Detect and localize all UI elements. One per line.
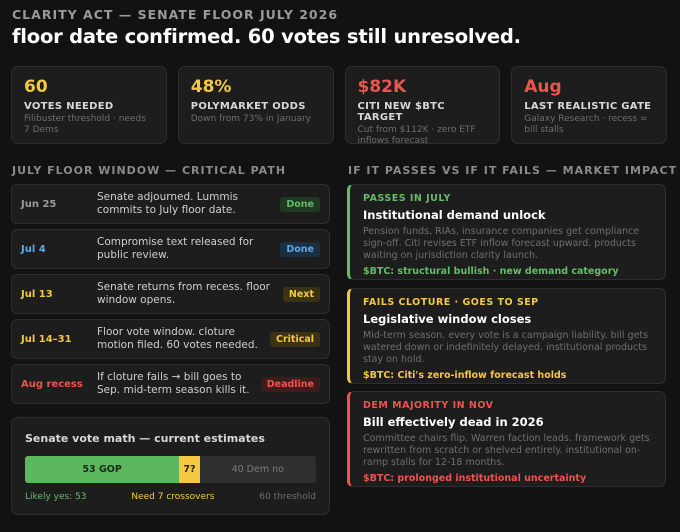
timeline-date: Jul 14–31 bbox=[21, 333, 72, 345]
timeline-text: Senate returns from recess. floor window… bbox=[97, 281, 270, 306]
status-badge: Done bbox=[280, 196, 320, 212]
stat-value: Aug bbox=[524, 77, 562, 97]
page-title: floor date confirmed. 60 votes still unr… bbox=[12, 25, 521, 48]
vote-math-title: Senate vote math — current estimates bbox=[25, 432, 265, 445]
threshold-label: 60 threshold bbox=[259, 492, 316, 502]
timeline-row: Jul 4 Compromise text released for publi… bbox=[11, 229, 330, 269]
vote-bar: 53 GOP 7? 40 Dem no bbox=[25, 456, 316, 483]
timeline-title: JULY FLOOR WINDOW — CRITICAL PATH bbox=[12, 164, 287, 177]
timeline-date: Jul 4 bbox=[21, 243, 46, 255]
vote-bar-gop-segment: 53 GOP bbox=[25, 456, 180, 483]
status-badge: Deadline bbox=[260, 376, 320, 392]
vote-bar-dem-segment: 40 Dem no bbox=[199, 456, 316, 483]
impact-btc-note: $BTC: structural bullish · new demand ca… bbox=[363, 266, 619, 277]
vote-math-panel: Senate vote math — current estimates 53 … bbox=[11, 417, 330, 515]
impact-heading: Bill effectively dead in 2026 bbox=[363, 415, 544, 429]
stat-card-target: $82K CITI NEW $BTC TARGET Cut from $112K… bbox=[344, 66, 501, 146]
impact-body: Committee chairs flip. Warren faction le… bbox=[363, 433, 650, 468]
timeline-text: Senate adjourned. Lummis commits to July… bbox=[97, 191, 238, 216]
impact-card-dem-majority: DEM MAJORITY IN NOV Bill effectively dea… bbox=[347, 391, 666, 487]
stat-card-gate: Aug LAST REALISTIC GATE Galaxy Research … bbox=[511, 66, 667, 144]
likely-yes-label: Likely yes: 53 bbox=[25, 492, 87, 502]
timeline-row: Jul 14–31 Floor vote window. cloture mot… bbox=[11, 319, 330, 359]
stat-sub: Down from 73% in January bbox=[190, 114, 311, 124]
timeline-row: Jun 25 Senate adjourned. Lummis commits … bbox=[11, 184, 330, 224]
timeline-text: If cloture fails → bill goes to Sep. mid… bbox=[97, 371, 250, 396]
stat-value: 60 bbox=[24, 77, 48, 97]
stat-value: $82K bbox=[357, 77, 407, 97]
stat-sub: Galaxy Research · recess = bill stalls bbox=[524, 114, 648, 135]
stat-label: LAST REALISTIC GATE bbox=[524, 101, 652, 112]
status-badge: Done bbox=[280, 241, 320, 257]
impact-title: IF IT PASSES VS IF IT FAILS — MARKET IMP… bbox=[348, 164, 678, 177]
vote-footer: Likely yes: 53 Need 7 crossovers 60 thre… bbox=[25, 492, 316, 502]
status-badge: Next bbox=[282, 286, 320, 302]
stat-card-odds: 48% POLYMARKET ODDS Down from 73% in Jan… bbox=[177, 66, 334, 144]
stats-row: 60 VOTES NEEDED Filibuster threshold · n… bbox=[11, 66, 667, 146]
stat-sub: Filibuster threshold · needs 7 Dems bbox=[24, 114, 146, 135]
impact-body: Mid-term season. every vote is a campaig… bbox=[363, 330, 649, 365]
impact-btc-note: $BTC: Citi's zero-inflow forecast holds bbox=[363, 370, 567, 381]
impact-heading: Legislative window closes bbox=[363, 312, 532, 326]
status-badge: Critical bbox=[269, 331, 320, 347]
timeline-text: Compromise text released for public revi… bbox=[97, 236, 254, 261]
impact-tag: FAILS CLOTURE · GOES TO SEP bbox=[363, 297, 539, 308]
timeline-text: Floor vote window. cloture motion filed.… bbox=[97, 326, 258, 351]
impact-card-fail: FAILS CLOTURE · GOES TO SEP Legislative … bbox=[347, 288, 666, 384]
stat-card-votes: 60 VOTES NEEDED Filibuster threshold · n… bbox=[11, 66, 167, 144]
timeline: Jun 25 Senate adjourned. Lummis commits … bbox=[11, 184, 330, 409]
stat-label: VOTES NEEDED bbox=[24, 101, 114, 112]
impact-card-pass: PASSES IN JULY Institutional demand unlo… bbox=[347, 184, 666, 280]
impact-tag: PASSES IN JULY bbox=[363, 193, 451, 204]
timeline-date: Jul 13 bbox=[21, 288, 53, 300]
stat-label: CITI NEW $BTC TARGET bbox=[357, 101, 445, 123]
timeline-row: Jul 13 Senate returns from recess. floor… bbox=[11, 274, 330, 314]
kicker: CLARITY ACT — SENATE FLOOR JULY 2026 bbox=[12, 7, 339, 22]
impact-tag: DEM MAJORITY IN NOV bbox=[363, 400, 494, 411]
impact-body: Pension funds, RIAs, insurance companies… bbox=[363, 226, 640, 261]
timeline-date: Jun 25 bbox=[21, 198, 57, 210]
stat-label: POLYMARKET ODDS bbox=[190, 101, 306, 112]
need-crossovers-label: Need 7 crossovers bbox=[131, 492, 215, 502]
impact-btc-note: $BTC: prolonged institutional uncertaint… bbox=[363, 473, 587, 484]
vote-bar-swing-segment: 7? bbox=[179, 456, 200, 483]
stat-sub: Cut from $112K · zero ETF inflows foreca… bbox=[357, 125, 476, 146]
stat-value: 48% bbox=[190, 77, 232, 97]
timeline-date: Aug recess bbox=[21, 378, 83, 390]
timeline-row: Aug recess If cloture fails → bill goes … bbox=[11, 364, 330, 404]
impact-heading: Institutional demand unlock bbox=[363, 208, 546, 222]
